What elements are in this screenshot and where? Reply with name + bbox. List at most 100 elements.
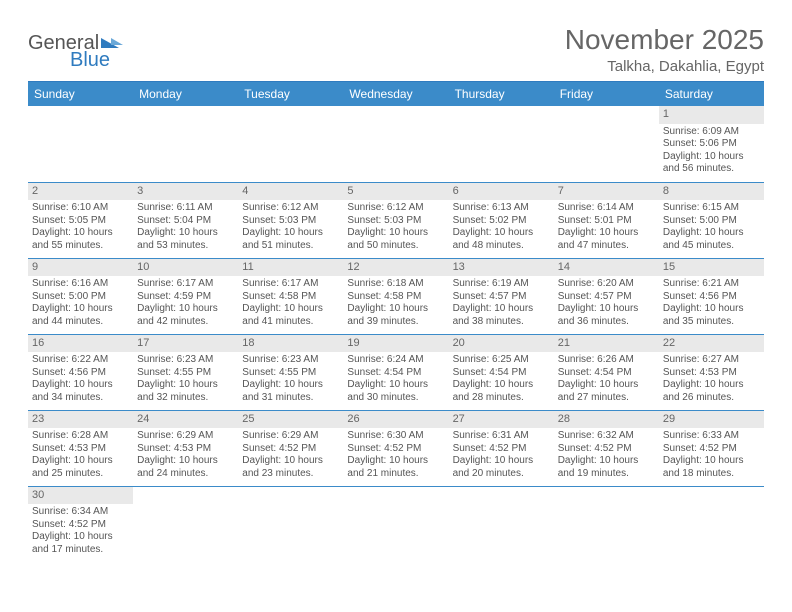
logo: General Blue xyxy=(28,32,123,72)
day-info: Sunrise: 6:26 AMSunset: 4:54 PMDaylight:… xyxy=(558,354,655,404)
calendar-day-cell: 1Sunrise: 6:09 AMSunset: 5:06 PMDaylight… xyxy=(659,106,764,182)
daylight-line: Daylight: 10 hours and 20 minutes. xyxy=(453,455,550,480)
day-number: 1 xyxy=(659,106,764,124)
calendar-week-row: 30Sunrise: 6:34 AMSunset: 4:52 PMDayligh… xyxy=(28,486,764,562)
day-info: Sunrise: 6:24 AMSunset: 4:54 PMDaylight:… xyxy=(347,354,444,404)
day-info: Sunrise: 6:12 AMSunset: 5:03 PMDaylight:… xyxy=(347,202,444,252)
page-subtitle: Talkha, Dakahlia, Egypt xyxy=(565,58,764,75)
sunrise-line: Sunrise: 6:09 AM xyxy=(663,126,760,139)
day-info: Sunrise: 6:31 AMSunset: 4:52 PMDaylight:… xyxy=(453,430,550,480)
day-number: 3 xyxy=(133,183,238,201)
calendar-empty-cell xyxy=(133,486,238,562)
sunrise-line: Sunrise: 6:13 AM xyxy=(453,202,550,215)
day-number: 11 xyxy=(238,259,343,277)
calendar-empty-cell xyxy=(449,486,554,562)
sunrise-line: Sunrise: 6:34 AM xyxy=(32,506,129,519)
calendar-day-cell: 29Sunrise: 6:33 AMSunset: 4:52 PMDayligh… xyxy=(659,410,764,486)
sunset-line: Sunset: 5:03 PM xyxy=(347,215,444,228)
daylight-line: Daylight: 10 hours and 45 minutes. xyxy=(663,227,760,252)
calendar-day-cell: 3Sunrise: 6:11 AMSunset: 5:04 PMDaylight… xyxy=(133,182,238,258)
day-info: Sunrise: 6:17 AMSunset: 4:59 PMDaylight:… xyxy=(137,278,234,328)
calendar-day-cell: 22Sunrise: 6:27 AMSunset: 4:53 PMDayligh… xyxy=(659,334,764,410)
day-number: 25 xyxy=(238,411,343,429)
sunset-line: Sunset: 4:52 PM xyxy=(32,519,129,532)
calendar-day-cell: 28Sunrise: 6:32 AMSunset: 4:52 PMDayligh… xyxy=(554,410,659,486)
calendar-empty-cell xyxy=(28,106,133,182)
day-info: Sunrise: 6:30 AMSunset: 4:52 PMDaylight:… xyxy=(347,430,444,480)
sunrise-line: Sunrise: 6:33 AM xyxy=(663,430,760,443)
calendar-week-row: 23Sunrise: 6:28 AMSunset: 4:53 PMDayligh… xyxy=(28,410,764,486)
calendar-day-cell: 9Sunrise: 6:16 AMSunset: 5:00 PMDaylight… xyxy=(28,258,133,334)
sunrise-line: Sunrise: 6:31 AM xyxy=(453,430,550,443)
sunset-line: Sunset: 5:05 PM xyxy=(32,215,129,228)
logo-triangle-icon xyxy=(111,38,123,45)
calendar-day-cell: 16Sunrise: 6:22 AMSunset: 4:56 PMDayligh… xyxy=(28,334,133,410)
calendar-day-cell: 19Sunrise: 6:24 AMSunset: 4:54 PMDayligh… xyxy=(343,334,448,410)
sunset-line: Sunset: 4:52 PM xyxy=(347,443,444,456)
sunrise-line: Sunrise: 6:29 AM xyxy=(242,430,339,443)
day-number: 15 xyxy=(659,259,764,277)
calendar-day-cell: 7Sunrise: 6:14 AMSunset: 5:01 PMDaylight… xyxy=(554,182,659,258)
day-number: 23 xyxy=(28,411,133,429)
day-info: Sunrise: 6:29 AMSunset: 4:52 PMDaylight:… xyxy=(242,430,339,480)
sunrise-line: Sunrise: 6:18 AM xyxy=(347,278,444,291)
day-number: 22 xyxy=(659,335,764,353)
day-number: 2 xyxy=(28,183,133,201)
sunset-line: Sunset: 5:00 PM xyxy=(663,215,760,228)
daylight-line: Daylight: 10 hours and 19 minutes. xyxy=(558,455,655,480)
page-title: November 2025 xyxy=(565,24,764,56)
sunset-line: Sunset: 4:53 PM xyxy=(32,443,129,456)
sunrise-line: Sunrise: 6:12 AM xyxy=(347,202,444,215)
daylight-line: Daylight: 10 hours and 28 minutes. xyxy=(453,379,550,404)
calendar-week-row: 9Sunrise: 6:16 AMSunset: 5:00 PMDaylight… xyxy=(28,258,764,334)
daylight-line: Daylight: 10 hours and 53 minutes. xyxy=(137,227,234,252)
day-info: Sunrise: 6:14 AMSunset: 5:01 PMDaylight:… xyxy=(558,202,655,252)
calendar-week-row: 1Sunrise: 6:09 AMSunset: 5:06 PMDaylight… xyxy=(28,106,764,182)
calendar-day-cell: 6Sunrise: 6:13 AMSunset: 5:02 PMDaylight… xyxy=(449,182,554,258)
day-number: 21 xyxy=(554,335,659,353)
day-number: 26 xyxy=(343,411,448,429)
sunrise-line: Sunrise: 6:14 AM xyxy=(558,202,655,215)
daylight-line: Daylight: 10 hours and 23 minutes. xyxy=(242,455,339,480)
calendar-day-cell: 23Sunrise: 6:28 AMSunset: 4:53 PMDayligh… xyxy=(28,410,133,486)
daylight-line: Daylight: 10 hours and 44 minutes. xyxy=(32,303,129,328)
weekday-header: Sunday xyxy=(28,82,133,106)
sunrise-line: Sunrise: 6:22 AM xyxy=(32,354,129,367)
day-number: 28 xyxy=(554,411,659,429)
calendar-day-cell: 10Sunrise: 6:17 AMSunset: 4:59 PMDayligh… xyxy=(133,258,238,334)
day-number: 29 xyxy=(659,411,764,429)
sunset-line: Sunset: 4:53 PM xyxy=(137,443,234,456)
calendar-day-cell: 5Sunrise: 6:12 AMSunset: 5:03 PMDaylight… xyxy=(343,182,448,258)
day-info: Sunrise: 6:12 AMSunset: 5:03 PMDaylight:… xyxy=(242,202,339,252)
daylight-line: Daylight: 10 hours and 39 minutes. xyxy=(347,303,444,328)
calendar-day-cell: 21Sunrise: 6:26 AMSunset: 4:54 PMDayligh… xyxy=(554,334,659,410)
calendar-day-cell: 24Sunrise: 6:29 AMSunset: 4:53 PMDayligh… xyxy=(133,410,238,486)
calendar-day-cell: 15Sunrise: 6:21 AMSunset: 4:56 PMDayligh… xyxy=(659,258,764,334)
day-info: Sunrise: 6:17 AMSunset: 4:58 PMDaylight:… xyxy=(242,278,339,328)
day-number: 17 xyxy=(133,335,238,353)
day-number: 19 xyxy=(343,335,448,353)
day-number: 14 xyxy=(554,259,659,277)
day-number: 5 xyxy=(343,183,448,201)
sunrise-line: Sunrise: 6:17 AM xyxy=(137,278,234,291)
daylight-line: Daylight: 10 hours and 38 minutes. xyxy=(453,303,550,328)
day-info: Sunrise: 6:11 AMSunset: 5:04 PMDaylight:… xyxy=(137,202,234,252)
sunset-line: Sunset: 4:52 PM xyxy=(242,443,339,456)
day-info: Sunrise: 6:33 AMSunset: 4:52 PMDaylight:… xyxy=(663,430,760,480)
day-number: 6 xyxy=(449,183,554,201)
daylight-line: Daylight: 10 hours and 31 minutes. xyxy=(242,379,339,404)
day-number: 18 xyxy=(238,335,343,353)
day-info: Sunrise: 6:23 AMSunset: 4:55 PMDaylight:… xyxy=(242,354,339,404)
sunset-line: Sunset: 4:58 PM xyxy=(242,291,339,304)
sunrise-line: Sunrise: 6:23 AM xyxy=(242,354,339,367)
daylight-line: Daylight: 10 hours and 41 minutes. xyxy=(242,303,339,328)
sunset-line: Sunset: 5:01 PM xyxy=(558,215,655,228)
day-info: Sunrise: 6:25 AMSunset: 4:54 PMDaylight:… xyxy=(453,354,550,404)
sunset-line: Sunset: 5:00 PM xyxy=(32,291,129,304)
sunset-line: Sunset: 5:03 PM xyxy=(242,215,339,228)
sunrise-line: Sunrise: 6:30 AM xyxy=(347,430,444,443)
sunrise-line: Sunrise: 6:15 AM xyxy=(663,202,760,215)
calendar-day-cell: 12Sunrise: 6:18 AMSunset: 4:58 PMDayligh… xyxy=(343,258,448,334)
day-info: Sunrise: 6:20 AMSunset: 4:57 PMDaylight:… xyxy=(558,278,655,328)
sunset-line: Sunset: 4:55 PM xyxy=(242,367,339,380)
